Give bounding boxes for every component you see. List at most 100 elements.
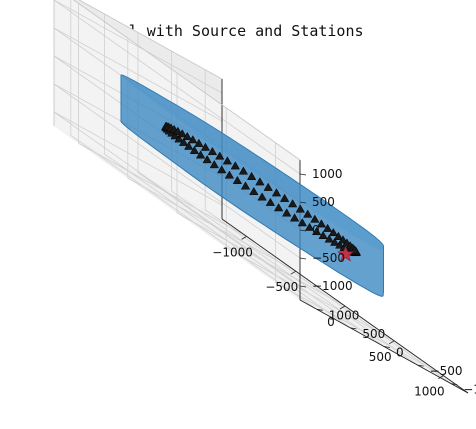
station-marker: [173, 126, 183, 135]
left-gridline: [53, 27, 223, 122]
station-marker: [230, 161, 240, 170]
z-tick-label: 500: [312, 195, 335, 209]
back-gridline: [53, 0, 301, 175]
z-tick-label: −500: [312, 251, 345, 265]
station-marker: [178, 137, 189, 146]
station-marker: [273, 203, 284, 212]
station-marker: [324, 234, 334, 243]
source-star: [337, 245, 355, 262]
station-marker: [316, 219, 327, 228]
y-tick-label: 1000: [329, 308, 360, 322]
pane-edge: [78, 0, 223, 80]
station-marker: [209, 159, 219, 169]
floor-gridline: [137, 172, 385, 347]
y-tick-label: 0: [396, 346, 404, 360]
station-marker: [189, 145, 200, 154]
floor-gridline: [226, 247, 395, 342]
stations-ring: [161, 121, 361, 257]
y-tick-label: 500: [362, 327, 385, 341]
y-tick-mark: [316, 308, 323, 311]
z-tick-label: −1000: [312, 279, 353, 293]
station-marker: [174, 134, 184, 143]
station-marker: [350, 245, 360, 254]
x-tick-label: 500: [369, 350, 392, 364]
y-tick-mark: [417, 364, 424, 367]
station-marker: [207, 146, 218, 156]
station-marker: [200, 142, 211, 151]
station-marker: [238, 166, 249, 175]
model-top: [121, 75, 384, 251]
z-tick-mark: [299, 201, 307, 204]
source-marker: [337, 245, 355, 262]
z-tick-label: 1000: [312, 167, 343, 181]
x-tick-mark: [388, 340, 395, 345]
station-marker: [257, 192, 267, 201]
station-marker: [271, 188, 282, 197]
station-marker: [322, 223, 333, 232]
model-body: [120, 74, 384, 297]
station-marker: [170, 131, 180, 140]
station-marker: [202, 154, 212, 164]
station-marker: [295, 204, 305, 213]
z-tick-mark: [299, 173, 307, 176]
station-marker: [224, 170, 235, 179]
z-axis-ticks: 1000 500 0 −500 −1000: [299, 167, 353, 293]
z-tick-label: 0: [312, 223, 320, 237]
floor-gridline: [275, 282, 444, 376]
x-tick-label: −1000: [212, 245, 253, 259]
station-marker: [217, 165, 227, 174]
station-marker: [182, 131, 192, 141]
station-marker: [265, 197, 276, 206]
station-marker: [195, 150, 206, 159]
station-marker: [335, 240, 345, 249]
x-tick-label: 0: [327, 315, 335, 329]
station-marker: [240, 181, 251, 190]
station-marker: [215, 151, 225, 160]
z-tick-mark: [299, 257, 307, 260]
station-marker: [304, 222, 315, 231]
y-tick-mark: [383, 346, 391, 348]
station-marker: [246, 171, 257, 180]
station-marker: [318, 230, 328, 239]
station-marker: [289, 213, 300, 222]
floor-gridline: [104, 153, 351, 329]
z-tick-mark: [299, 229, 307, 232]
left-gridline: [53, 0, 223, 94]
station-marker: [330, 237, 340, 246]
y-tick-mark: [451, 383, 458, 386]
x-tick-label: 1000: [414, 385, 445, 399]
station-marker: [194, 138, 204, 147]
y-tick-label: −500: [430, 364, 463, 378]
station-marker: [287, 199, 298, 208]
station-marker: [303, 209, 313, 218]
station-marker: [188, 135, 198, 144]
station-marker: [328, 227, 338, 237]
station-marker: [297, 218, 307, 227]
station-marker: [177, 129, 187, 138]
stl-model-surface: [120, 74, 384, 297]
x-tick-label: −500: [265, 280, 298, 294]
x-tick-mark: [438, 375, 444, 379]
station-marker: [310, 214, 320, 223]
station-marker: [222, 156, 233, 165]
station-marker: [282, 208, 292, 217]
station-marker: [232, 175, 243, 184]
y-tick-label: −1000: [463, 383, 476, 397]
station-marker: [311, 226, 322, 236]
pane-edge: [73, 0, 301, 161]
station-marker: [263, 182, 273, 191]
station-marker: [338, 235, 348, 244]
station-marker: [249, 186, 259, 195]
z-tick-mark: [299, 285, 307, 288]
station-marker: [279, 193, 290, 202]
station-marker: [184, 141, 194, 150]
station-marker: [333, 231, 344, 240]
x-tick-mark: [290, 270, 297, 275]
x-tick-mark: [241, 236, 247, 240]
station-marker: [255, 177, 265, 186]
y-tick-mark: [350, 327, 357, 330]
x-tick-mark: [339, 305, 346, 310]
